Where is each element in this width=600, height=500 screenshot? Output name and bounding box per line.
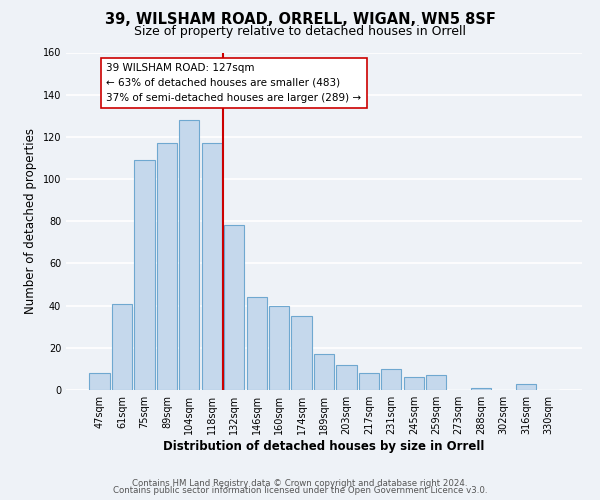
Bar bbox=[337, 364, 356, 390]
Bar bbox=[224, 226, 244, 390]
Bar bbox=[292, 316, 311, 390]
X-axis label: Distribution of detached houses by size in Orrell: Distribution of detached houses by size … bbox=[163, 440, 485, 453]
Bar bbox=[314, 354, 334, 390]
Bar bbox=[134, 160, 155, 390]
Bar bbox=[247, 297, 267, 390]
Bar bbox=[179, 120, 199, 390]
Text: 39 WILSHAM ROAD: 127sqm
← 63% of detached houses are smaller (483)
37% of semi-d: 39 WILSHAM ROAD: 127sqm ← 63% of detache… bbox=[106, 63, 361, 102]
Text: Contains HM Land Registry data © Crown copyright and database right 2024.: Contains HM Land Registry data © Crown c… bbox=[132, 478, 468, 488]
Bar bbox=[89, 373, 110, 390]
Text: 39, WILSHAM ROAD, ORRELL, WIGAN, WN5 8SF: 39, WILSHAM ROAD, ORRELL, WIGAN, WN5 8SF bbox=[104, 12, 496, 28]
Bar bbox=[381, 369, 401, 390]
Y-axis label: Number of detached properties: Number of detached properties bbox=[24, 128, 37, 314]
Bar bbox=[359, 373, 379, 390]
Bar bbox=[404, 378, 424, 390]
Text: Size of property relative to detached houses in Orrell: Size of property relative to detached ho… bbox=[134, 25, 466, 38]
Bar bbox=[157, 143, 177, 390]
Text: Contains public sector information licensed under the Open Government Licence v3: Contains public sector information licen… bbox=[113, 486, 487, 495]
Bar bbox=[112, 304, 132, 390]
Bar bbox=[269, 306, 289, 390]
Bar bbox=[516, 384, 536, 390]
Bar bbox=[426, 375, 446, 390]
Bar bbox=[202, 143, 222, 390]
Bar bbox=[471, 388, 491, 390]
